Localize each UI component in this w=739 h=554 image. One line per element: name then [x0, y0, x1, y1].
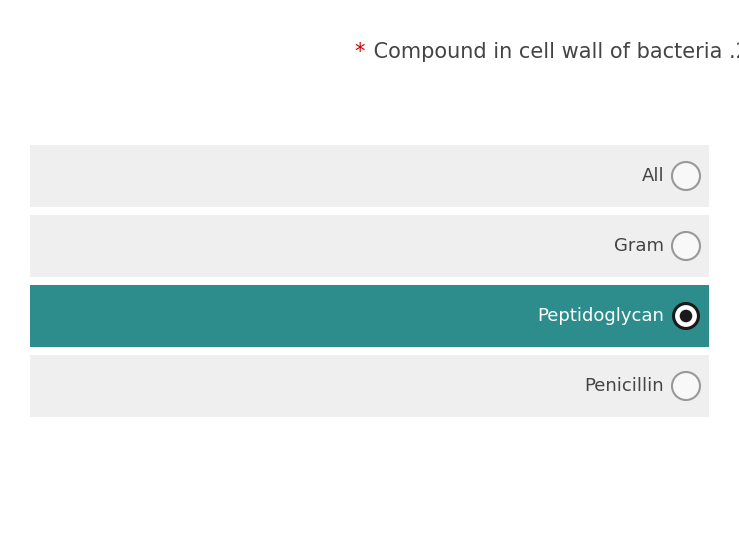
Circle shape: [675, 305, 697, 327]
Text: Gram: Gram: [614, 237, 664, 255]
Bar: [30, 285, 709, 347]
Circle shape: [672, 232, 700, 260]
Text: *: *: [355, 42, 365, 62]
Text: Peptidoglycan: Peptidoglycan: [537, 307, 664, 325]
Bar: [30, 355, 709, 417]
Circle shape: [672, 372, 700, 400]
Bar: [30, 215, 709, 277]
Bar: [30, 145, 709, 207]
Circle shape: [680, 310, 692, 322]
Text: All: All: [641, 167, 664, 185]
Circle shape: [672, 162, 700, 190]
Text: Penicillin: Penicillin: [585, 377, 664, 395]
Text: Compound in cell wall of bacteria .27: Compound in cell wall of bacteria .27: [367, 42, 739, 62]
Circle shape: [672, 302, 700, 330]
